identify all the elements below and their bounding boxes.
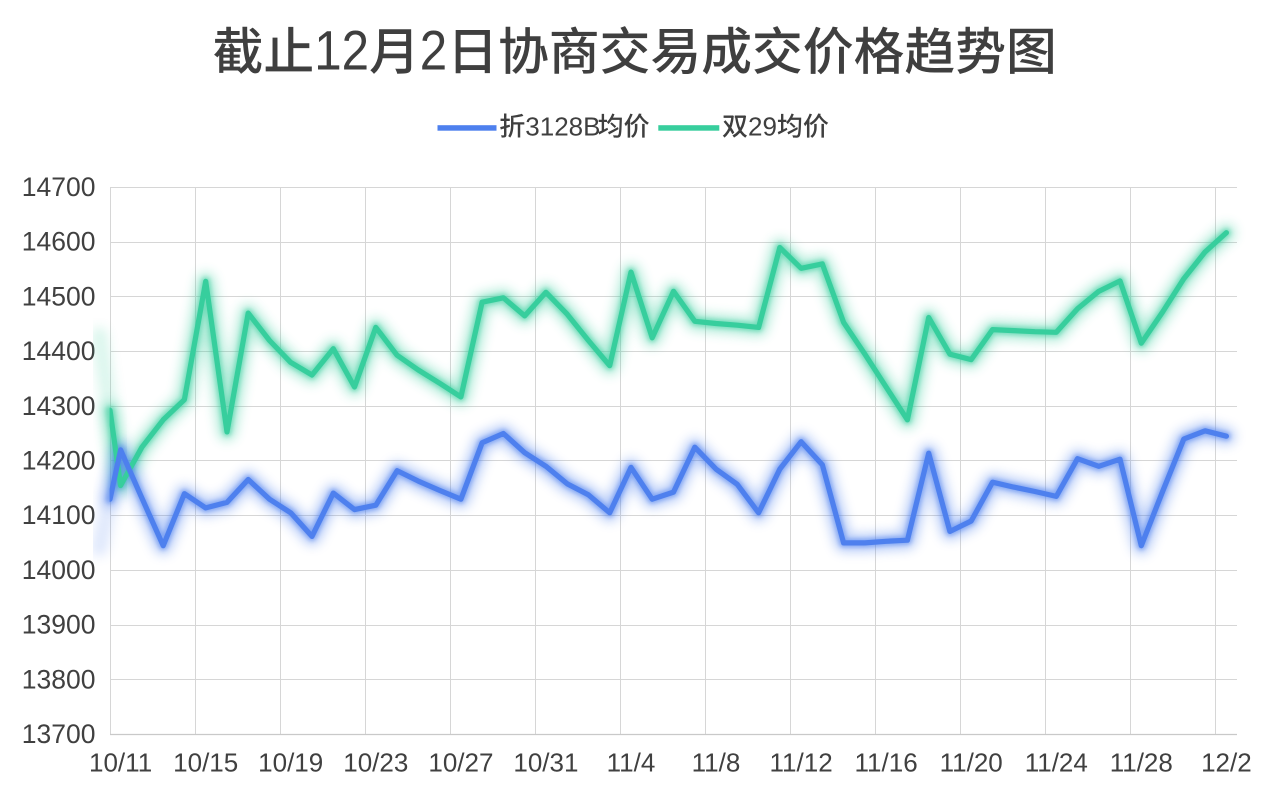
- svg-text:10/23: 10/23: [343, 747, 408, 777]
- svg-text:14500: 14500: [22, 281, 96, 311]
- svg-text:14100: 14100: [22, 500, 96, 530]
- svg-text:3128B: 3128B: [525, 112, 600, 142]
- svg-text:11/24: 11/24: [1025, 747, 1088, 777]
- svg-text:14700: 14700: [22, 172, 96, 202]
- svg-text:11/8: 11/8: [692, 747, 741, 777]
- svg-text:14200: 14200: [22, 446, 96, 476]
- svg-text:13900: 13900: [22, 610, 96, 640]
- svg-text:14400: 14400: [22, 336, 96, 366]
- svg-text:13700: 13700: [22, 719, 96, 749]
- svg-text:10/31: 10/31: [513, 747, 578, 777]
- svg-text:12: 12: [314, 20, 369, 83]
- svg-text:11/4: 11/4: [607, 747, 656, 777]
- svg-text:11/12: 11/12: [770, 747, 833, 777]
- svg-text:29: 29: [748, 112, 777, 142]
- svg-text:14300: 14300: [22, 391, 96, 421]
- svg-text:10/27: 10/27: [428, 747, 493, 777]
- svg-text:2: 2: [420, 20, 447, 83]
- svg-text:12/2: 12/2: [1201, 747, 1252, 777]
- svg-text:11/20: 11/20: [940, 747, 1003, 777]
- svg-text:10/19: 10/19: [258, 747, 323, 777]
- svg-text:11/16: 11/16: [855, 747, 918, 777]
- svg-text:13800: 13800: [22, 664, 96, 694]
- svg-text:14000: 14000: [22, 555, 96, 585]
- svg-text:14600: 14600: [22, 227, 96, 257]
- svg-text:10/15: 10/15: [173, 747, 238, 777]
- svg-text:10/11: 10/11: [89, 747, 152, 777]
- svg-text:11/28: 11/28: [1110, 747, 1173, 777]
